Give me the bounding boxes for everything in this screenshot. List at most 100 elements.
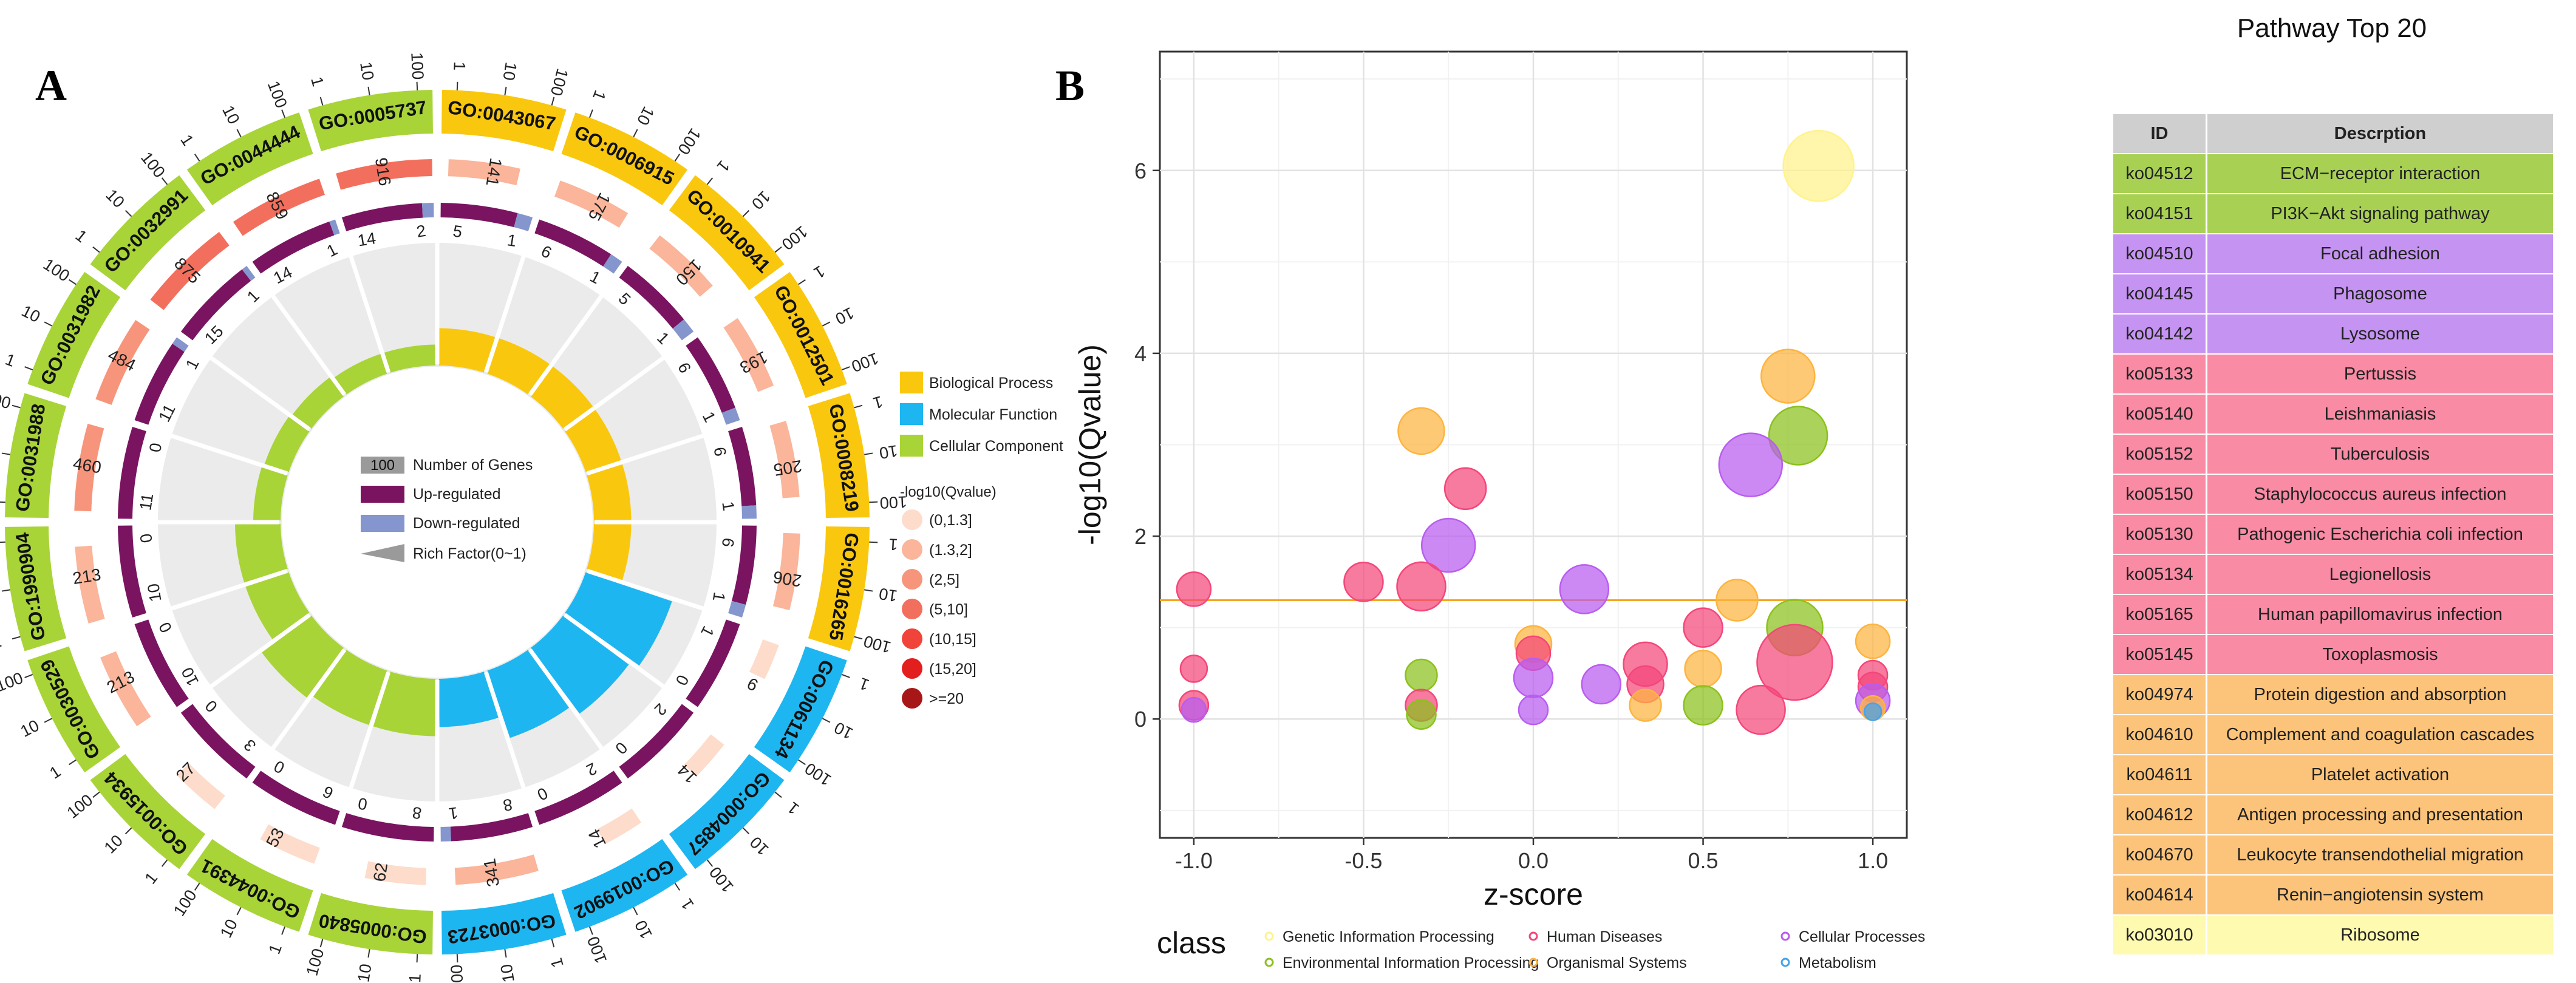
outer-tick-mark	[92, 246, 100, 253]
data-bubble	[1405, 658, 1438, 692]
down-count-label: 1	[653, 328, 673, 348]
outer-tick-mark	[69, 279, 77, 285]
outer-tick-mark	[92, 791, 100, 798]
outer-tick-label: 100	[802, 759, 834, 789]
pathway-description-cell: Legionellosis	[2207, 555, 2553, 595]
data-bubble	[1343, 562, 1384, 602]
y-tick-label: 2	[1134, 524, 1147, 549]
outer-tick-mark	[12, 636, 21, 640]
outer-tick-mark	[504, 86, 507, 95]
outer-tick-label: 10	[878, 441, 899, 462]
sector-separator	[564, 355, 666, 432]
up-regulated-label: Up-regulated	[413, 486, 501, 503]
rich-factor-bar	[487, 650, 570, 738]
rich-factor-bar	[565, 410, 621, 472]
gene-count-bar	[597, 808, 642, 845]
up-regulated-segment	[450, 813, 533, 842]
rich-factor-bar	[587, 464, 632, 521]
table-row: ko03010 Ribosome	[2113, 916, 2553, 956]
outer-tick-mark	[456, 81, 458, 90]
pathway-description-cell: Renin−angiotensin system	[2207, 876, 2553, 916]
pathway-id-cell: ko04612	[2113, 795, 2207, 835]
x-axis-title: z-score	[1484, 877, 1583, 911]
outer-tick-label: 1	[3, 350, 18, 370]
outer-tick-label: 10	[102, 186, 128, 211]
category-legend-swatch	[900, 403, 923, 425]
gene-count-bar	[100, 651, 151, 727]
y-tick-label: 6	[1134, 158, 1147, 183]
pathway-description-cell: Phagosome	[2207, 274, 2553, 315]
go-term-band	[5, 526, 67, 651]
pathway-description-cell: Ribosome	[2207, 916, 2553, 956]
outer-tick-mark	[774, 791, 782, 798]
table-row: ko05133 Pertussis	[2113, 355, 2553, 395]
outer-tick-label: 10	[497, 963, 518, 983]
up-regulated-swatch	[361, 486, 404, 503]
outer-tick-label: 1	[888, 535, 898, 554]
outer-tick-mark	[0, 501, 5, 503]
category-legend-label: Biological Process	[929, 375, 1053, 392]
outer-tick-label: 10	[632, 917, 656, 942]
down-count-label: 0	[271, 757, 287, 777]
up-regulated-segment	[252, 770, 340, 825]
outer-tick-label: 100	[849, 349, 881, 376]
class-legend-swatch	[1264, 931, 1274, 941]
table-row: ko05150 Staphylococcus aureus infection	[2113, 475, 2553, 515]
go-term-band	[808, 393, 870, 518]
outer-tick-mark	[822, 321, 831, 327]
outer-tick-label: 1	[450, 61, 469, 71]
outer-tick-mark	[161, 177, 168, 185]
outer-tick-label: 1	[0, 632, 4, 652]
down-regulated-segment	[603, 254, 622, 274]
rich-factor-bar	[438, 672, 499, 727]
data-bubble	[1736, 684, 1786, 735]
down-count-label: 1	[709, 591, 729, 603]
down-regulated-segment	[422, 203, 434, 218]
data-bubble	[1176, 571, 1212, 607]
go-term-band	[441, 893, 567, 954]
up-regulated-segment	[180, 269, 251, 341]
down-count-label: 0	[534, 784, 551, 804]
down-regulated-segment	[672, 319, 694, 341]
gene-count-bar	[336, 159, 432, 190]
gene-count-label: 141	[482, 157, 505, 188]
outer-tick-mark	[24, 674, 33, 678]
table-row: ko04142 Lysosome	[2113, 315, 2553, 355]
pathway-id-cell: ko04610	[2113, 715, 2207, 755]
rich-factor-bar	[313, 650, 387, 726]
class-legend-label: Environmental Information Processing	[1283, 954, 1539, 971]
pathway-id-cell: ko05145	[2113, 635, 2207, 675]
up-regulated-segment	[686, 337, 735, 413]
qvalue-legend-swatch	[902, 688, 922, 709]
table-row: ko05145 Toxoplasmosis	[2113, 635, 2553, 675]
up-regulated-segment	[118, 525, 146, 618]
up-regulated-segment	[134, 619, 189, 707]
data-bubble	[1782, 129, 1855, 202]
data-bubble	[1420, 517, 1476, 573]
outer-tick-mark	[124, 209, 132, 217]
go-term-band	[308, 90, 433, 152]
outer-tick-label: 100	[448, 964, 467, 983]
rich-factor-bar	[245, 572, 310, 639]
go-term-band	[90, 175, 206, 291]
data-bubble	[1718, 432, 1784, 497]
up-count-label: 6	[718, 537, 738, 549]
gene-count-label: 341	[480, 857, 503, 888]
outer-tick-mark	[798, 759, 806, 766]
outer-tick-label: 10	[499, 61, 520, 81]
outer-tick-label: 100	[862, 632, 893, 657]
sector-separator	[587, 433, 705, 475]
data-bubble	[1406, 699, 1437, 730]
go-term-band	[27, 271, 121, 398]
down-count-label: 0	[202, 696, 221, 716]
down-count-label: 0	[672, 672, 692, 689]
outer-tick-mark	[1, 452, 10, 455]
gene-count-bar	[233, 179, 325, 236]
go-term-band	[808, 526, 870, 651]
outer-tick-mark	[281, 926, 285, 935]
category-legend-swatch	[900, 435, 923, 457]
class-legend-label: Cellular Processes	[1799, 928, 1925, 945]
up-regulated-segment	[619, 704, 694, 779]
outer-tick-label: 1	[265, 942, 285, 957]
data-bubble	[1683, 607, 1723, 648]
